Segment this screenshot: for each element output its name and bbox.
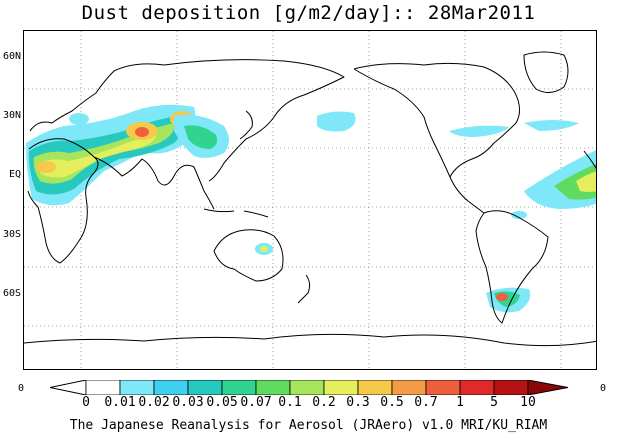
legend-swatch: [221, 380, 257, 395]
legend-tick-label: 0.5: [380, 395, 404, 410]
south-america-coastline: [475, 210, 549, 324]
antarctica-coastline: [24, 333, 596, 347]
latitude-label-30s: 30S: [2, 229, 21, 240]
legend-colorbar: [50, 380, 569, 395]
coastlines: [24, 51, 596, 347]
legend-tick-label: 0.7: [414, 395, 438, 410]
greenland-coastline: [523, 51, 569, 93]
legend-swatch: [187, 380, 223, 395]
legend-tick-label: 1: [456, 395, 464, 410]
color-legend: [50, 380, 608, 395]
legend-swatch: [425, 380, 461, 395]
africa-coastline: [27, 138, 99, 264]
australia-coastline: [213, 229, 284, 282]
legend-swatch: [153, 380, 189, 395]
legend-swatch: [493, 380, 529, 395]
footer-credit: The Japanese Reanalysis for Aerosol (JRA…: [69, 418, 548, 433]
north-america-coastline: [353, 62, 520, 214]
asia-south-coastline: [93, 156, 215, 210]
legend-tick-label: 0.02: [138, 395, 170, 410]
legend-left-edge-value: 0: [18, 383, 25, 394]
indonesia-coastline: [203, 208, 235, 213]
legend-tick-label: 10: [520, 395, 536, 410]
legend-tick-label: 0: [82, 395, 90, 410]
legend-swatch: [459, 380, 495, 395]
legend-arrow-low: [50, 380, 87, 395]
legend-swatch: [391, 380, 427, 395]
latitude-label-30n: 30N: [2, 110, 21, 121]
legend-tick-label: 0.07: [240, 395, 272, 410]
japan-coastline: [239, 110, 253, 140]
dust-deposition-field: [26, 104, 596, 313]
west-africa-coastline: [583, 150, 596, 169]
legend-tick-label: 0.1: [278, 395, 302, 410]
legend-swatch: [255, 380, 291, 395]
latitude-label-60s: 60S: [2, 288, 21, 299]
map-title: Dust deposition [g/m2/day]:: 28Mar2011: [81, 2, 536, 24]
legend-right-edge-value: 0: [600, 383, 607, 394]
legend-swatch: [119, 380, 155, 395]
new-zealand-coastline: [297, 274, 311, 304]
legend-tick-label: 0.05: [206, 395, 238, 410]
legend-tick-label: 0.03: [172, 395, 204, 410]
latitude-label-60n: 60N: [2, 51, 21, 62]
world-map: [23, 30, 597, 370]
map-gridlines: [24, 31, 596, 369]
legend-tick-label: 0.01: [104, 395, 136, 410]
legend-tick-label: 0.3: [346, 395, 370, 410]
latitude-label-eq: EQ: [8, 169, 21, 180]
legend-swatch: [357, 380, 393, 395]
europe-coastline: [29, 63, 165, 132]
legend-swatch: [323, 380, 359, 395]
legend-tick-label: 0.2: [312, 395, 336, 410]
legend-tick-label: 5: [490, 395, 498, 410]
legend-arrow-high: [527, 380, 569, 395]
legend-swatch: [289, 380, 325, 395]
legend-swatch: [85, 380, 121, 395]
east-asia-coastline: [163, 59, 345, 182]
map-canvas: [24, 31, 596, 369]
